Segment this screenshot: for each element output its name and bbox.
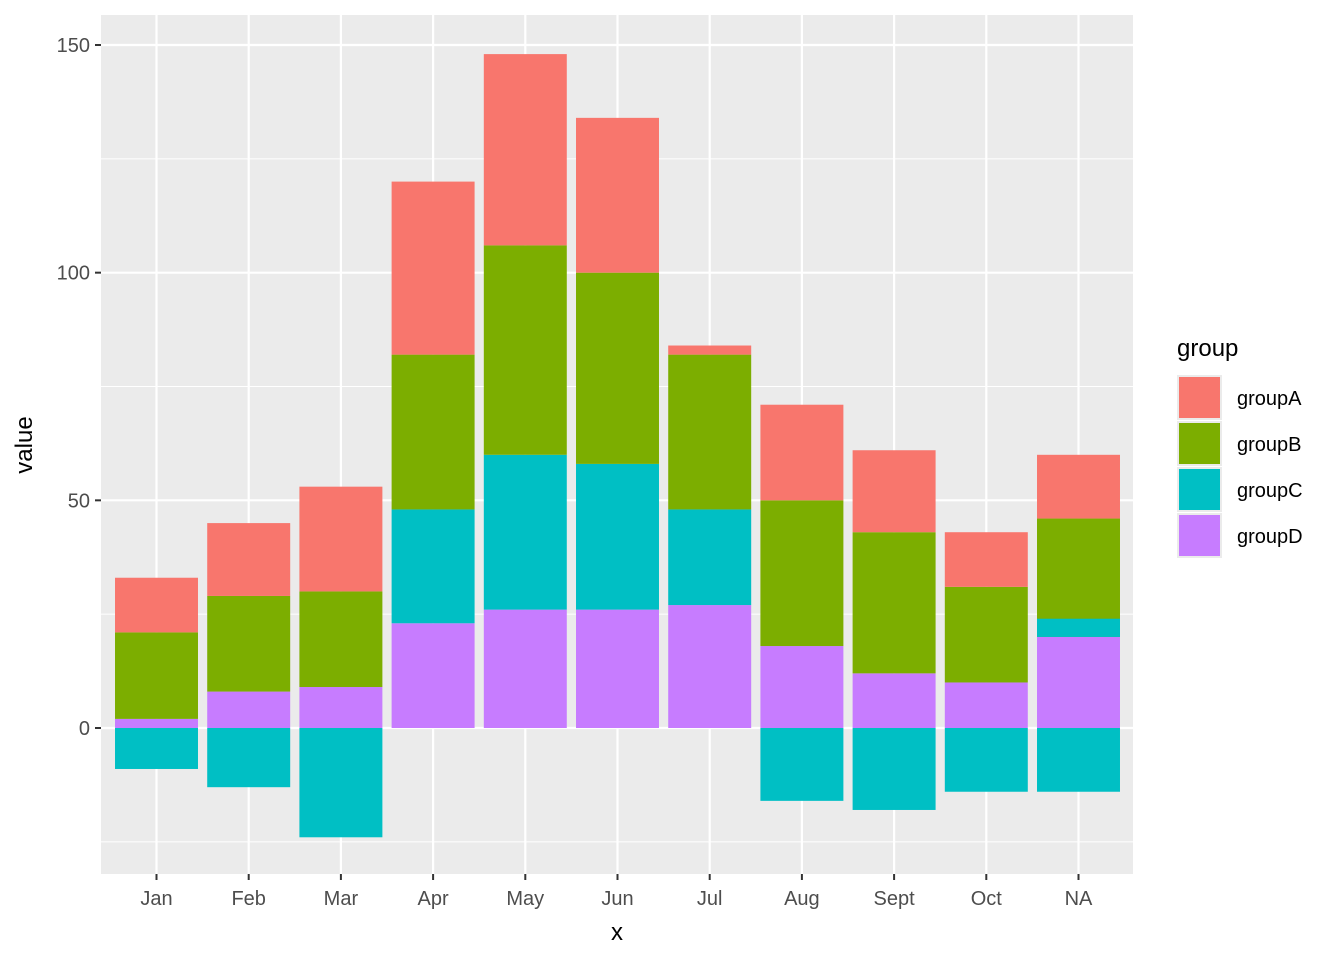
legend-swatch-groupB (1179, 423, 1220, 464)
bar-groupB-Apr (391, 354, 475, 510)
bar-groupC-Aug (760, 728, 844, 801)
x-tick-label: Apr (418, 888, 449, 910)
bar-groupD-May (483, 609, 567, 728)
bar-groupB-Sept (852, 532, 936, 674)
bar-groupA-Aug (760, 404, 844, 501)
y-axis-title: value (11, 416, 38, 473)
bar-groupC-May (483, 454, 567, 610)
bar-groupC-Apr (391, 509, 475, 624)
bar-groupA-Feb (207, 523, 291, 596)
x-tick-label: Sept (874, 888, 916, 910)
legend-label-groupA: groupA (1237, 388, 1302, 410)
bar-groupD-Oct (944, 682, 1028, 728)
bar-groupD-Jul (668, 605, 752, 728)
legend: group groupA groupB groupC groupD (1177, 335, 1303, 558)
y-tick-label: 50 (68, 490, 90, 512)
y-tick-label: 100 (57, 263, 90, 285)
bar-groupB-Aug (760, 500, 844, 647)
bar-groupD-Aug (760, 646, 844, 728)
bar-groupD-Feb (207, 691, 291, 728)
x-axis: Jan Feb Mar Apr May Jun Jul Aug Sept Oct NA (140, 874, 1093, 910)
bar-groupD-Apr (391, 623, 475, 728)
legend-label-groupC: groupC (1237, 480, 1303, 502)
bar-groupA-Oct (944, 532, 1028, 587)
bar-groupD-Mar (299, 687, 383, 728)
x-tick-label: Jun (601, 888, 633, 910)
bar-groupC-Feb (207, 728, 291, 788)
y-tick-label: 150 (57, 35, 90, 57)
bar-groupD-NA (1037, 636, 1120, 728)
legend-label-groupD: groupD (1237, 526, 1303, 548)
legend-swatch-groupD (1179, 515, 1220, 556)
bar-groupC-Jan (115, 728, 198, 769)
bar-groupB-NA (1037, 518, 1120, 637)
bar-groupB-Jun (576, 272, 659, 464)
bar-groupA-NA (1037, 454, 1120, 519)
x-tick-label: Oct (971, 888, 1003, 910)
x-tick-label: Feb (231, 888, 265, 910)
bar-groupC-Jun (576, 463, 659, 610)
legend-title: group (1177, 335, 1238, 362)
bar-groupD-Jan (115, 718, 198, 728)
bar-groupC-Oct (944, 728, 1028, 792)
bar-groupD-Jun (576, 609, 659, 728)
bar-groupB-Jan (115, 632, 198, 719)
x-tick-label: May (506, 888, 544, 910)
bar-groupA-Sept (852, 450, 936, 533)
bar-groupC-NA-positive (1037, 618, 1120, 637)
bar-groupC-Jul (668, 509, 752, 606)
legend-swatch-groupA (1179, 377, 1220, 418)
x-tick-label: Jan (140, 888, 172, 910)
bar-groupA-May (483, 54, 567, 246)
bar-groupA-Apr (391, 181, 475, 355)
x-tick-label: Jul (697, 888, 723, 910)
bar-groupA-Jun (576, 117, 659, 273)
y-axis: 0 50 100 150 (57, 35, 101, 740)
bar-groupD-Sept (852, 673, 936, 728)
bar-groupB-Mar (299, 591, 383, 688)
bar-groupB-May (483, 245, 567, 455)
bars (115, 54, 1120, 838)
y-tick-label: 0 (79, 718, 90, 740)
legend-label-groupB: groupB (1237, 434, 1302, 456)
bar-groupA-Jul (668, 345, 752, 355)
bar-groupC-Mar (299, 728, 383, 838)
bar-groupA-Mar (299, 486, 383, 592)
bar-groupB-Feb (207, 595, 291, 692)
bar-groupB-Jul (668, 354, 752, 510)
bar-groupA-Jan (115, 577, 198, 633)
x-tick-label: Aug (784, 888, 820, 910)
x-axis-title: x (611, 919, 623, 946)
bar-groupC-NA (1037, 728, 1120, 792)
legend-swatch-groupC (1179, 469, 1220, 510)
x-tick-label: NA (1065, 888, 1093, 910)
bar-groupC-Sept (852, 728, 936, 810)
x-tick-label: Mar (324, 888, 359, 910)
bar-groupB-Oct (944, 586, 1028, 683)
